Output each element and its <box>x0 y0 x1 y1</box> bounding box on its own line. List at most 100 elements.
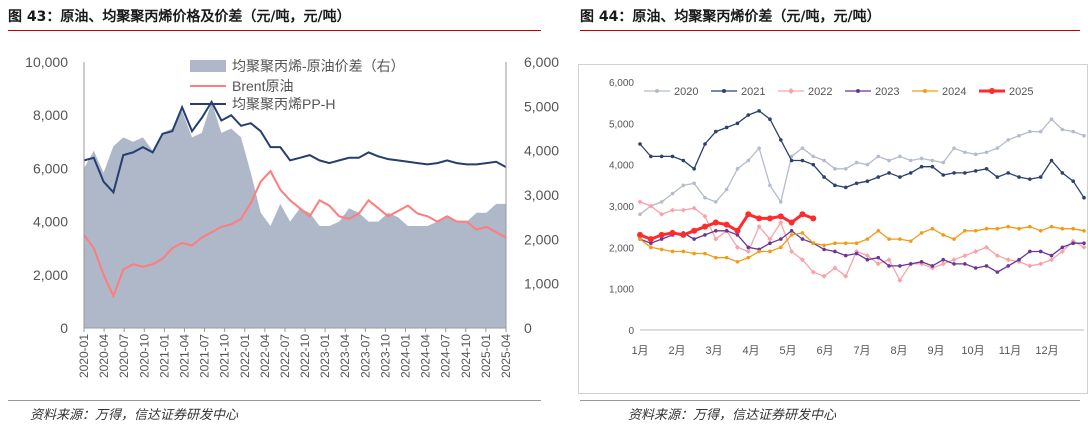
point-2024 <box>1028 224 1032 229</box>
left-y-tick: 2,000 <box>33 267 68 283</box>
y-tick-label: 1,000 <box>609 285 634 296</box>
point-2023 <box>768 241 772 245</box>
series-2022 <box>637 199 1087 283</box>
point-2021 <box>1006 171 1010 175</box>
point-2023 <box>789 229 794 233</box>
line-2024 <box>639 226 1085 263</box>
point-2020 <box>789 154 794 159</box>
point-2022 <box>994 253 1000 259</box>
legend-label-2021: 2021 <box>741 86 765 98</box>
line-2021 <box>639 110 1085 199</box>
right-y-tick: 5,000 <box>524 98 559 114</box>
point-2020 <box>952 146 956 150</box>
x-tick-label: 2021-04 <box>177 334 191 378</box>
left-chart: 0 2,000 4,000 6,000 8,000 10,000 0 1,000 2,000 3,… <box>25 54 559 378</box>
point-2024 <box>973 229 978 233</box>
point-2024 <box>746 255 751 260</box>
point-2024 <box>800 231 805 235</box>
x-tick-label: 2021-07 <box>198 334 212 378</box>
point-2020 <box>670 191 675 196</box>
point-2021 <box>865 179 870 183</box>
legend-swatch-spread <box>190 60 226 72</box>
point-2025 <box>788 219 795 226</box>
point-2022 <box>637 199 643 205</box>
point-2024 <box>952 237 956 241</box>
month-tick-label: 7月 <box>853 345 870 357</box>
legend-marker-2022 <box>788 88 794 94</box>
series-2024 <box>638 224 1086 264</box>
legend-label-2024: 2024 <box>942 86 966 98</box>
point-2021 <box>941 173 946 177</box>
point-2022 <box>1059 248 1065 254</box>
point-2021 <box>649 154 653 159</box>
x-tick-label: 2025-01 <box>479 334 493 378</box>
point-2022 <box>702 213 708 219</box>
point-2022 <box>691 205 697 211</box>
point-2023 <box>1028 249 1032 254</box>
point-2021 <box>1049 158 1054 163</box>
month-tick-label: 11月 <box>999 345 1021 357</box>
point-2021 <box>811 162 816 167</box>
right-y-tick: 6,000 <box>524 54 559 70</box>
point-2023 <box>1060 245 1065 250</box>
month-tick-label: 3月 <box>705 345 722 357</box>
point-2023 <box>1038 249 1043 254</box>
point-2023 <box>822 247 826 252</box>
point-2022 <box>767 236 773 242</box>
month-tick-label: 2月 <box>668 345 685 357</box>
point-2021 <box>746 113 751 117</box>
point-2020 <box>1049 117 1054 121</box>
point-2020 <box>887 158 891 163</box>
price-lines-layer <box>83 99 507 299</box>
point-2021 <box>963 171 967 175</box>
point-2023 <box>778 237 783 241</box>
point-2023 <box>952 262 956 266</box>
legend-label-brent: Brent原油 <box>232 78 293 94</box>
point-2020 <box>984 150 989 155</box>
point-2020 <box>681 183 686 188</box>
legend-marker-2021 <box>722 89 726 93</box>
point-2024 <box>649 245 653 250</box>
point-2024 <box>822 243 826 248</box>
point-2024 <box>789 233 794 237</box>
point-2023 <box>919 260 924 264</box>
point-2024 <box>692 251 696 256</box>
point-2022 <box>951 257 957 263</box>
y-tick-label: 4,000 <box>609 161 634 172</box>
point-2021 <box>1028 177 1032 181</box>
point-2022 <box>713 236 719 242</box>
point-2020 <box>1038 129 1043 134</box>
point-2024 <box>1071 226 1075 231</box>
legend-label-spread: 均聚聚丙烯-原油价差（右） <box>232 58 405 74</box>
point-2025 <box>637 231 643 238</box>
point-2022 <box>940 261 946 267</box>
point-2023 <box>1049 253 1054 258</box>
legend-marker-2025 <box>989 88 995 94</box>
point-2022 <box>843 273 849 279</box>
x-tick-label: 2022-07 <box>278 334 292 378</box>
series-2023 <box>638 229 1086 274</box>
point-2024 <box>768 249 772 254</box>
x-tick-label: 2023-10 <box>378 334 392 378</box>
x-tick-label: 2024-10 <box>459 334 473 378</box>
point-2020 <box>854 160 859 165</box>
point-2023 <box>941 257 946 262</box>
point-2024 <box>1038 229 1043 233</box>
x-tick-label: 2024-07 <box>439 334 453 378</box>
x-tick-label: 2020-07 <box>117 334 131 378</box>
legend-label-pp: 均聚聚丙烯PP-H <box>232 96 335 112</box>
point-2021 <box>919 164 924 169</box>
y-tick-label: 2,000 <box>609 243 634 254</box>
point-2024 <box>833 241 837 245</box>
point-2021 <box>703 142 707 146</box>
point-2022 <box>1038 261 1044 267</box>
point-2020 <box>735 167 740 171</box>
point-2024 <box>1082 229 1086 233</box>
point-2020 <box>865 162 870 167</box>
legend-label-2020: 2020 <box>674 86 698 98</box>
y-tick-label: 5,000 <box>609 119 634 130</box>
point-2024 <box>659 247 664 252</box>
point-2021 <box>887 171 891 175</box>
point-2020 <box>1060 127 1065 132</box>
